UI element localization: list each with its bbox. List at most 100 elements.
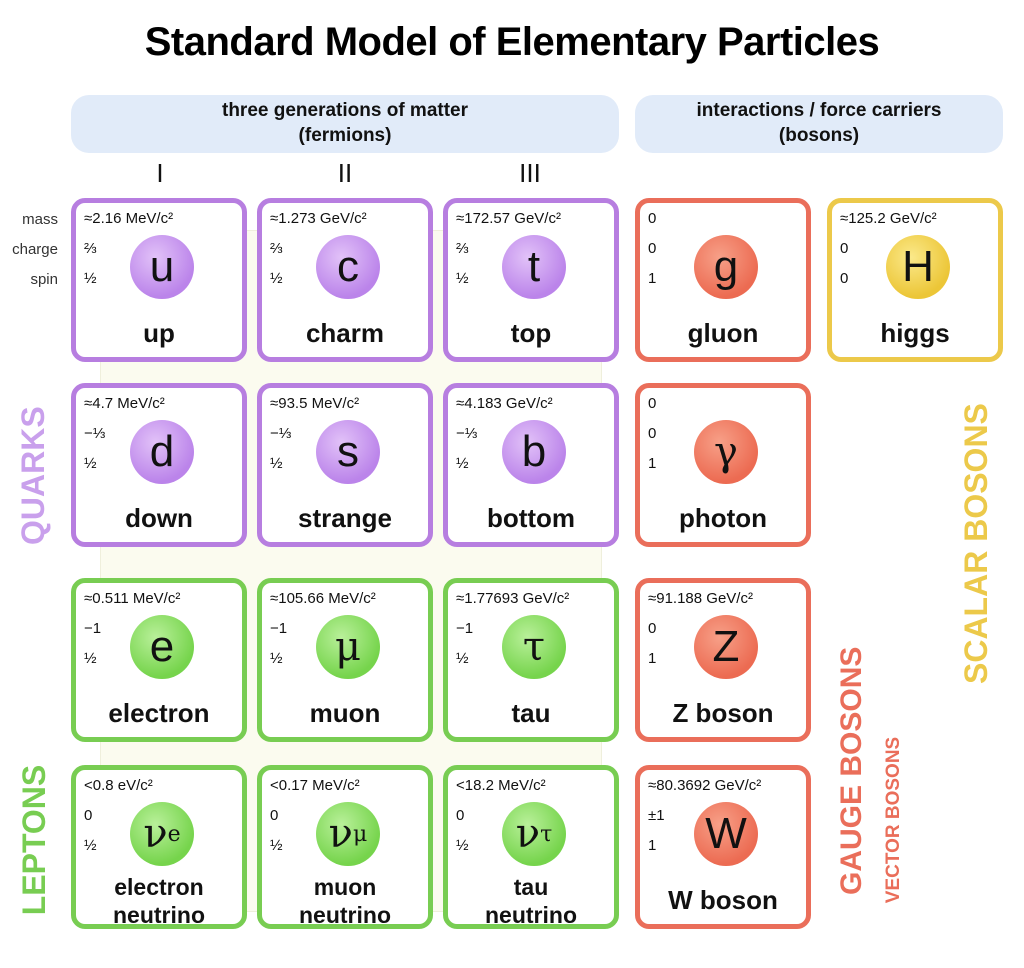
bosons-header-line1: interactions / force carriers [696,100,942,121]
mass-value: <18.2 MeV/c² [456,777,546,794]
particle-name: down [125,503,193,533]
particle-symbol-subscript: μ [353,821,368,847]
mass-value: <0.17 MeV/c² [270,777,360,794]
particle-card-gluon: 0 0 1 g gluon [635,198,811,362]
particle-symbol: γ [714,429,738,475]
particle-card-bottom: ≈4.183 GeV/c² −⅓ ½ b bottom [443,383,619,547]
particle-symbol-subscript: e [167,821,181,847]
particle-name: top [510,318,552,348]
particle-symbol: Z [712,622,740,671]
spin-value: ½ [270,650,283,667]
particle-symbol: W [705,809,747,858]
particle-name: muon [309,698,381,728]
particle-name: W boson [668,885,778,915]
mass-value: <0.8 eV/c² [84,777,153,794]
fermions-header-line1: three generations of matter [222,100,468,121]
charge-value: ⅔ [456,240,469,257]
particle-name: electron neutrino [76,873,242,929]
charge-value: ±1 [648,807,665,824]
charge-value: −⅓ [456,425,478,442]
mass-value: ≈93.5 MeV/c² [270,395,360,412]
leptons-label: LEPTONS [16,764,52,916]
row-label-spin: spin [30,271,58,288]
particle-card-up: ≈2.16 MeV/c² ⅔ ½ u up [71,198,247,362]
bosons-header: interactions / force carriers (bosons) [635,95,1003,153]
particle-name-line1: tau [513,874,549,900]
spin-value: ½ [84,837,97,854]
particle-symbol: c [337,242,359,291]
mass-value: ≈4.7 MeV/c² [84,395,165,412]
charge-value: 0 [84,807,93,824]
particle-symbol: b [521,427,547,476]
generation-label-2: II [337,158,353,188]
spin-value: ½ [84,270,97,287]
spin-value: ½ [270,455,283,472]
particle-name: bottom [486,503,576,533]
row-label-mass: mass [22,211,58,228]
particle-symbol-circle: u [130,235,194,299]
particle-symbol-subscript: τ [540,821,553,847]
generation-label-1: I [156,158,164,188]
particle-symbol-circle: γ [694,420,758,484]
vector-bosons-label: VECTOR BOSONS [883,736,904,904]
particle-name: Z boson [672,698,774,728]
particle-symbol: u [149,242,175,291]
page-title: Standard Model of Elementary Particles [144,20,880,64]
mass-value: ≈1.273 GeV/c² [270,210,367,227]
mass-value: ≈105.66 MeV/c² [270,590,376,607]
particle-name: up [143,318,175,348]
spin-value: 0 [840,270,849,287]
particle-card-muon: ≈105.66 MeV/c² −1 ½ μ muon [257,578,433,742]
spin-value: ½ [456,837,469,854]
particle-card-higgs: ≈125.2 GeV/c² 0 0 H higgs [827,198,1003,362]
particle-card-electron: ≈0.511 MeV/c² −1 ½ e electron [71,578,247,742]
charge-value: 0 [270,807,279,824]
mass-value: ≈2.16 MeV/c² [84,210,174,227]
spin-value: ½ [456,270,469,287]
particle-symbol: μ [335,624,361,670]
charge-value: ⅔ [84,240,97,257]
mass-value: 0 [648,395,657,412]
particle-name: charm [305,318,385,348]
particle-name: tau neutrino [448,873,614,929]
particle-card-z-boson: ≈91.188 GeV/c² 0 1 Z Z boson [635,578,811,742]
mass-value: ≈91.188 GeV/c² [648,590,753,607]
particle-symbol: ν [515,811,541,857]
particle-name-line2: neutrino [485,902,577,928]
particle-symbol: τ [522,624,546,670]
particle-name-line2: neutrino [113,902,205,928]
spin-value: ½ [270,837,283,854]
spin-value: ½ [270,270,283,287]
particle-card-strange: ≈93.5 MeV/c² −⅓ ½ s strange [257,383,433,547]
fermions-header: three generations of matter (fermions) [71,95,619,153]
gauge-bosons-label: GAUGE BOSONS [835,646,868,895]
particle-symbol: ν [328,811,353,857]
particle-symbol: H [902,242,934,291]
particle-symbol-circle: μ [316,615,380,679]
charge-value: −1 [84,620,102,637]
spin-value: 1 [648,650,657,667]
spin-value: 1 [648,455,657,472]
particle-symbol: t [527,242,541,291]
charge-value: 0 [648,620,657,637]
particle-symbol-circle: H [886,235,950,299]
particle-name-line2: neutrino [299,902,391,928]
mass-value: ≈0.511 MeV/c² [84,590,181,607]
spin-value: ½ [456,650,469,667]
particle-name-line1: muon [313,874,377,900]
scalar-bosons-label: SCALAR BOSONS [958,403,994,684]
quarks-label: QUARKS [15,406,51,545]
particle-card-charm: ≈1.273 GeV/c² ⅔ ½ c charm [257,198,433,362]
mass-value: ≈80.3692 GeV/c² [648,777,762,794]
particle-symbol-circle: W [694,802,758,866]
particle-name: strange [298,503,392,533]
particle-symbol-circle: b [502,420,566,484]
particle-symbol-circle: Z [694,615,758,679]
particle-symbol-circle: e [130,615,194,679]
particle-symbol-circle: d [130,420,194,484]
charge-value: 0 [648,425,657,442]
charge-value: 0 [840,240,849,257]
